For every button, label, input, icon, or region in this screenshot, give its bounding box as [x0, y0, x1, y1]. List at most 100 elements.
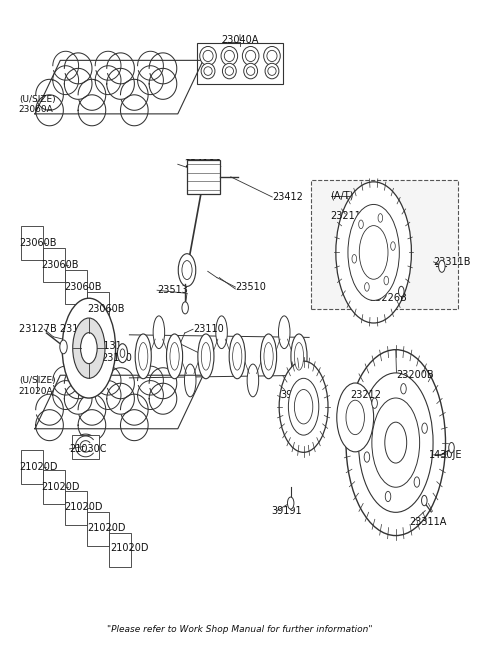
- Text: 23060B: 23060B: [87, 304, 124, 314]
- Text: 23311A: 23311A: [409, 517, 447, 527]
- Bar: [87, 512, 109, 546]
- Bar: [21, 226, 43, 260]
- Ellipse shape: [247, 67, 255, 75]
- Bar: [187, 159, 220, 194]
- Ellipse shape: [62, 298, 116, 398]
- Ellipse shape: [170, 342, 179, 370]
- Ellipse shape: [385, 422, 407, 463]
- Ellipse shape: [414, 477, 420, 487]
- Text: 23311B: 23311B: [433, 257, 471, 267]
- Text: 21020D: 21020D: [64, 502, 102, 512]
- Text: 23131: 23131: [92, 340, 122, 351]
- Text: 23211B: 23211B: [330, 211, 368, 221]
- Ellipse shape: [384, 276, 389, 285]
- Ellipse shape: [439, 260, 445, 272]
- Bar: [43, 470, 65, 504]
- Ellipse shape: [153, 316, 165, 348]
- Ellipse shape: [372, 398, 377, 408]
- Ellipse shape: [278, 316, 290, 348]
- Ellipse shape: [178, 254, 196, 287]
- Bar: [197, 43, 283, 84]
- Bar: [21, 449, 43, 483]
- Bar: [312, 180, 458, 309]
- Ellipse shape: [204, 67, 212, 75]
- Text: 23513: 23513: [157, 285, 188, 295]
- Text: 23200B: 23200B: [396, 370, 434, 380]
- Ellipse shape: [346, 400, 364, 435]
- Ellipse shape: [288, 497, 294, 509]
- Ellipse shape: [265, 64, 279, 79]
- Ellipse shape: [288, 379, 319, 435]
- Text: (A/T): (A/T): [330, 191, 353, 201]
- Ellipse shape: [359, 373, 433, 512]
- Ellipse shape: [233, 342, 242, 370]
- Ellipse shape: [200, 47, 216, 66]
- Ellipse shape: [225, 67, 233, 75]
- Bar: [65, 491, 87, 525]
- Text: 23060B: 23060B: [64, 282, 101, 292]
- Ellipse shape: [247, 364, 259, 397]
- Text: 21020D: 21020D: [87, 523, 125, 533]
- Ellipse shape: [221, 47, 238, 66]
- Bar: [65, 270, 87, 304]
- Text: 23060B: 23060B: [41, 260, 78, 270]
- Ellipse shape: [120, 349, 125, 358]
- Text: 23510: 23510: [235, 282, 266, 292]
- Ellipse shape: [449, 443, 454, 453]
- Text: "Please refer to Work Shop Manual for further information": "Please refer to Work Shop Manual for fu…: [107, 625, 373, 634]
- Text: 23212: 23212: [350, 390, 382, 400]
- Text: 21020D: 21020D: [110, 543, 148, 554]
- Bar: [109, 533, 132, 567]
- Ellipse shape: [268, 67, 276, 75]
- Ellipse shape: [216, 316, 228, 348]
- Text: 23060B: 23060B: [19, 238, 56, 248]
- Text: 39190A: 39190A: [280, 390, 318, 400]
- Ellipse shape: [224, 51, 234, 62]
- Ellipse shape: [81, 333, 97, 363]
- Ellipse shape: [167, 334, 182, 379]
- Ellipse shape: [352, 255, 357, 263]
- Bar: [43, 248, 65, 282]
- Ellipse shape: [201, 342, 211, 370]
- Ellipse shape: [279, 361, 328, 453]
- Ellipse shape: [291, 334, 307, 379]
- Ellipse shape: [348, 205, 399, 300]
- Ellipse shape: [359, 220, 363, 229]
- Ellipse shape: [391, 242, 396, 251]
- Ellipse shape: [198, 334, 214, 379]
- Ellipse shape: [244, 64, 258, 79]
- Ellipse shape: [378, 214, 383, 222]
- Ellipse shape: [60, 340, 67, 354]
- Ellipse shape: [337, 383, 373, 452]
- Ellipse shape: [203, 51, 213, 62]
- Ellipse shape: [73, 318, 105, 379]
- Text: 23412: 23412: [272, 192, 303, 202]
- Ellipse shape: [184, 364, 196, 397]
- Polygon shape: [35, 375, 203, 429]
- Ellipse shape: [229, 334, 245, 379]
- Ellipse shape: [294, 390, 313, 424]
- Text: 1430JE: 1430JE: [429, 450, 462, 461]
- Ellipse shape: [359, 226, 388, 279]
- Ellipse shape: [182, 302, 188, 314]
- Text: (U/SIZE)
21020A: (U/SIZE) 21020A: [19, 377, 56, 396]
- Text: 39191: 39191: [271, 506, 302, 516]
- Ellipse shape: [261, 334, 276, 379]
- Ellipse shape: [336, 182, 411, 323]
- Ellipse shape: [398, 286, 404, 297]
- Ellipse shape: [222, 64, 236, 79]
- Ellipse shape: [421, 495, 427, 506]
- Text: 23127B 23124B: 23127B 23124B: [19, 324, 97, 335]
- Ellipse shape: [242, 47, 259, 66]
- Ellipse shape: [118, 344, 128, 363]
- Ellipse shape: [201, 64, 215, 79]
- Polygon shape: [35, 60, 203, 114]
- Text: 21020D: 21020D: [19, 462, 57, 472]
- Ellipse shape: [264, 342, 273, 370]
- Ellipse shape: [422, 423, 427, 434]
- Ellipse shape: [246, 51, 256, 62]
- Text: 23120: 23120: [101, 353, 132, 363]
- Ellipse shape: [346, 350, 445, 535]
- Ellipse shape: [267, 51, 277, 62]
- Ellipse shape: [182, 260, 192, 279]
